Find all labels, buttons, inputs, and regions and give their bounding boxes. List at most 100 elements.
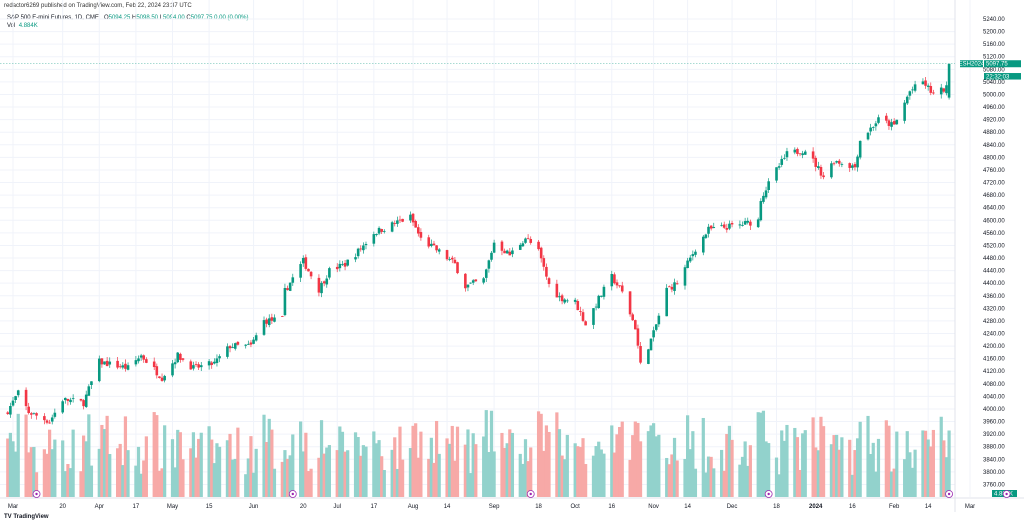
volume-bar bbox=[11, 441, 15, 497]
volume-bar bbox=[777, 474, 781, 497]
event-marker-icon[interactable] bbox=[288, 490, 297, 498]
volume-bar bbox=[382, 470, 386, 497]
volume-bar bbox=[646, 431, 650, 497]
candle-body bbox=[529, 238, 533, 243]
candle-body bbox=[393, 223, 397, 224]
candle-body bbox=[414, 220, 417, 228]
volume-bar bbox=[631, 435, 635, 497]
time-tick-label: 16 bbox=[849, 504, 856, 510]
volume-bar bbox=[108, 454, 112, 497]
candle-body bbox=[233, 343, 237, 349]
candle-body bbox=[756, 219, 760, 228]
volume-bar bbox=[170, 439, 175, 497]
price-tick-label: 5000.00 bbox=[983, 92, 1005, 98]
candle-body bbox=[252, 339, 255, 344]
volume-bar bbox=[123, 416, 128, 497]
candle-body bbox=[798, 153, 802, 155]
volume-bar bbox=[505, 443, 509, 497]
candle-body bbox=[594, 306, 598, 308]
time-tick-label: 2024 bbox=[809, 504, 823, 510]
candle-body bbox=[932, 92, 935, 94]
price-tick-label: 3840.00 bbox=[983, 457, 1005, 463]
last-price-tag bbox=[984, 60, 1021, 68]
volume-bar bbox=[502, 447, 507, 497]
volume-bar bbox=[547, 431, 551, 497]
tradingview-logo-icon: TV bbox=[4, 514, 14, 520]
volume-bar bbox=[759, 412, 763, 497]
candle-body bbox=[903, 102, 906, 121]
volume-bar bbox=[636, 422, 640, 497]
volume-bar bbox=[42, 449, 46, 497]
candle-body bbox=[103, 361, 106, 365]
volume-bar bbox=[272, 468, 277, 497]
volume-bar bbox=[395, 468, 399, 497]
volume-bar bbox=[944, 457, 949, 497]
event-marker-icon[interactable] bbox=[32, 490, 41, 498]
volume-bar bbox=[377, 440, 381, 497]
volume-bar bbox=[923, 430, 928, 497]
candle-body bbox=[492, 242, 496, 253]
volume-bar bbox=[233, 458, 237, 497]
candle-body bbox=[673, 282, 676, 291]
volume-bar bbox=[32, 446, 36, 497]
volume-bar bbox=[866, 415, 870, 497]
candle-body bbox=[508, 251, 512, 256]
candle-body bbox=[50, 417, 54, 422]
candle-body bbox=[665, 287, 668, 317]
time-tick-label: 14 bbox=[925, 504, 932, 510]
volume-bar bbox=[419, 431, 423, 497]
candle-body bbox=[796, 148, 799, 154]
volume-bar bbox=[262, 414, 266, 497]
candle-body bbox=[236, 341, 240, 345]
candle-body bbox=[675, 283, 679, 285]
volume-bar bbox=[544, 425, 549, 497]
candle-body bbox=[830, 163, 833, 178]
candle-body bbox=[6, 412, 10, 415]
event-marker-icon[interactable] bbox=[945, 490, 953, 498]
symbol-name[interactable]: S&P 500 E-mini Futures, 1D, CME bbox=[7, 15, 99, 21]
volume-bar bbox=[343, 451, 347, 497]
volume-bar bbox=[285, 458, 290, 497]
time-tick-label: Oct bbox=[571, 504, 581, 510]
volume-bar bbox=[756, 412, 760, 497]
candle-body bbox=[584, 321, 587, 326]
volume-bar bbox=[835, 434, 839, 497]
candle-body bbox=[82, 400, 85, 407]
volume-bar bbox=[319, 420, 324, 497]
candle-body bbox=[869, 127, 872, 132]
candle-body bbox=[307, 268, 310, 272]
candle-body bbox=[30, 413, 33, 415]
candle-body bbox=[124, 363, 127, 369]
volume-bar bbox=[871, 442, 875, 497]
candle-body bbox=[335, 266, 339, 270]
price-chart[interactable]: 5240.00 5200.00 5160.00 5120.00 5080.00 5040.… bbox=[0, 0, 1024, 512]
candle-body bbox=[286, 288, 289, 291]
event-dot bbox=[35, 492, 38, 496]
candle-body bbox=[435, 245, 438, 251]
event-marker-icon[interactable] bbox=[764, 490, 773, 498]
volume-bar bbox=[858, 421, 862, 497]
candle-body bbox=[126, 365, 130, 370]
price-tick-label: 5200.00 bbox=[983, 30, 1005, 36]
candle-body bbox=[503, 250, 506, 254]
volume-bar bbox=[338, 426, 342, 497]
event-marker-icon[interactable] bbox=[526, 490, 535, 498]
time-tick-label: 15 bbox=[206, 504, 213, 510]
volume-bar bbox=[683, 458, 687, 497]
candle-body bbox=[270, 317, 274, 321]
price-tick-label: 4520.00 bbox=[983, 243, 1005, 249]
volume-bar bbox=[280, 461, 284, 497]
candle-body bbox=[121, 365, 125, 368]
volume-bar bbox=[657, 434, 661, 497]
candle-body bbox=[895, 119, 899, 125]
price-tick-label: 4800.00 bbox=[983, 155, 1005, 161]
volume-bar bbox=[908, 452, 912, 497]
volume-bar bbox=[102, 429, 107, 497]
price-tick-label: 4640.00 bbox=[983, 206, 1005, 212]
candle-body bbox=[139, 355, 143, 358]
candle-body bbox=[152, 361, 156, 368]
event-marker-icon[interactable] bbox=[1002, 490, 1011, 498]
candle-body bbox=[832, 163, 836, 165]
candle-body bbox=[524, 238, 527, 243]
candle-body bbox=[262, 320, 266, 335]
